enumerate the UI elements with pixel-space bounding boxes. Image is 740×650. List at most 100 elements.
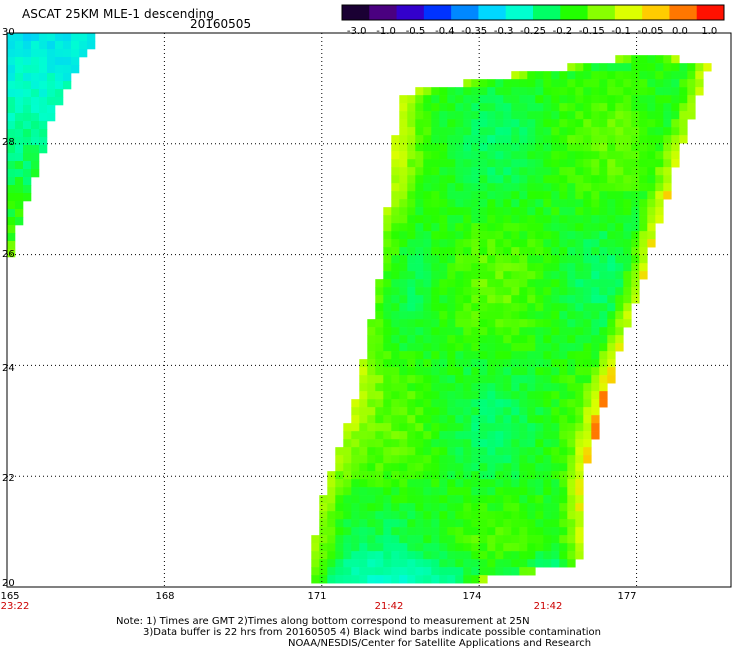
data-cell (543, 287, 552, 296)
data-cell (519, 95, 528, 104)
data-cell (591, 423, 600, 432)
data-cell (343, 471, 352, 480)
data-cell (463, 503, 472, 512)
data-cell (15, 193, 24, 202)
data-cell (447, 247, 456, 256)
data-cell (607, 303, 616, 312)
data-cell (311, 559, 320, 568)
data-cell (543, 271, 552, 280)
data-cell (391, 167, 400, 176)
data-cell (567, 375, 576, 384)
data-cell (431, 215, 440, 224)
data-cell (647, 207, 656, 216)
data-cell (647, 239, 656, 248)
data-cell (15, 137, 24, 146)
data-cell (599, 223, 608, 232)
data-cell (559, 479, 568, 488)
data-cell (663, 175, 672, 184)
data-cell (487, 439, 496, 448)
data-cell (391, 351, 400, 360)
data-cell (399, 479, 408, 488)
data-cell (423, 143, 432, 152)
data-cell (447, 367, 456, 376)
data-cell (15, 217, 24, 226)
data-cell (623, 199, 632, 208)
data-cell (511, 535, 520, 544)
data-cell (519, 559, 528, 568)
data-cell (391, 415, 400, 424)
data-cell (615, 263, 624, 272)
data-cell (599, 383, 608, 392)
data-cell (495, 391, 504, 400)
data-cell (527, 271, 536, 280)
data-cell (575, 191, 584, 200)
data-cell (551, 135, 560, 144)
data-cell (447, 215, 456, 224)
data-cell (511, 559, 520, 568)
data-cell (15, 65, 24, 74)
data-cell (463, 119, 472, 128)
data-cell (487, 351, 496, 360)
data-cell (663, 167, 672, 176)
data-cell (399, 415, 408, 424)
data-cell (407, 423, 416, 432)
data-cell (631, 183, 640, 192)
data-cell (535, 495, 544, 504)
data-cell (455, 391, 464, 400)
data-cell (543, 223, 552, 232)
data-cell (439, 439, 448, 448)
data-cell (535, 511, 544, 520)
data-cell (391, 471, 400, 480)
data-cell (439, 223, 448, 232)
data-cell (607, 119, 616, 128)
data-cell (471, 463, 480, 472)
data-cell (519, 431, 528, 440)
data-cell (79, 33, 88, 42)
data-cell (511, 511, 520, 520)
data-cell (399, 255, 408, 264)
data-cell (519, 191, 528, 200)
data-cell (527, 279, 536, 288)
data-cell (599, 87, 608, 96)
data-cell (423, 423, 432, 432)
data-cell (559, 463, 568, 472)
data-cell (607, 127, 616, 136)
data-cell (415, 455, 424, 464)
data-cell (679, 111, 688, 120)
data-cell (431, 543, 440, 552)
data-cell (543, 359, 552, 368)
data-cell (503, 343, 512, 352)
data-cell (471, 159, 480, 168)
data-cell (559, 207, 568, 216)
data-cell (455, 551, 464, 560)
data-cell (455, 567, 464, 576)
data-cell (607, 351, 616, 360)
data-cell (471, 143, 480, 152)
data-cell (447, 223, 456, 232)
data-cell (431, 447, 440, 456)
data-cell (551, 503, 560, 512)
data-cell (431, 127, 440, 136)
data-cell (351, 559, 360, 568)
data-cell (559, 271, 568, 280)
data-cell (583, 343, 592, 352)
data-cell (575, 455, 584, 464)
data-cell (383, 263, 392, 272)
data-cell (567, 527, 576, 536)
data-cell (455, 351, 464, 360)
data-cell (519, 535, 528, 544)
data-cell (63, 33, 72, 42)
data-cell (583, 175, 592, 184)
data-cell (367, 543, 376, 552)
data-cell (511, 71, 520, 80)
data-cell (583, 223, 592, 232)
data-cell (567, 463, 576, 472)
data-cell (503, 519, 512, 528)
data-cell (479, 111, 488, 120)
data-cell (383, 471, 392, 480)
data-cell (447, 375, 456, 384)
data-cell (575, 127, 584, 136)
data-cell (655, 159, 664, 168)
data-cell (439, 359, 448, 368)
data-cell (447, 575, 456, 584)
